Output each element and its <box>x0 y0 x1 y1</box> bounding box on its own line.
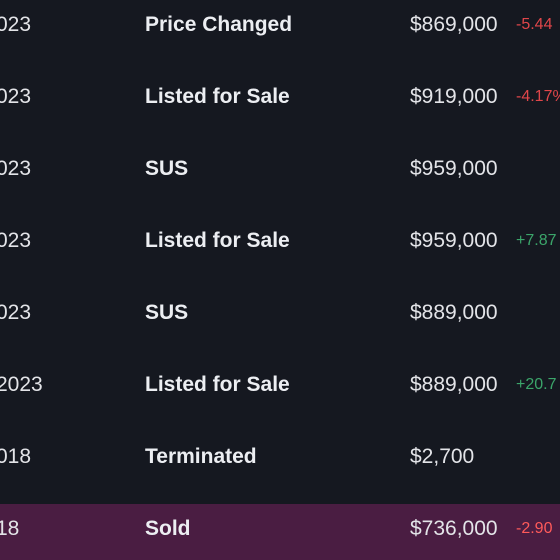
row-change: -4.17% <box>516 88 560 105</box>
row-price: $736,000 <box>410 517 498 540</box>
table-row: 2023 Listed for Sale $889,000 +20.7 <box>0 360 560 432</box>
table-row: 023 SUS $889,000 <box>0 288 560 360</box>
row-event: SUS <box>145 301 189 324</box>
row-price: $959,000 <box>410 229 498 252</box>
row-price: $889,000 <box>410 301 498 324</box>
row-date: 023 <box>0 157 32 180</box>
row-date: 023 <box>0 13 32 36</box>
table-row-highlighted: 18 Sold $736,000 -2.90 <box>0 504 560 560</box>
row-change: +20.7 <box>516 376 557 393</box>
row-date: 018 <box>0 445 32 468</box>
row-date: 023 <box>0 229 32 252</box>
row-date: 2023 <box>0 373 43 396</box>
row-event: SUS <box>145 157 189 180</box>
table-row: 023 SUS $959,000 <box>0 144 560 216</box>
row-change: -2.90 <box>516 520 553 537</box>
table-row: 023 Listed for Sale $919,000 -4.17% <box>0 72 560 144</box>
table-row: 023 Price Changed $869,000 -5.44 <box>0 0 560 72</box>
row-date: 18 <box>0 517 20 540</box>
row-event: Listed for Sale <box>145 229 290 252</box>
row-price: $889,000 <box>410 373 498 396</box>
row-change: -5.44 <box>516 16 553 33</box>
row-price: $869,000 <box>410 13 498 36</box>
row-date: 023 <box>0 85 32 108</box>
row-event: Listed for Sale <box>145 373 290 396</box>
row-event: Price Changed <box>145 13 293 36</box>
row-date: 023 <box>0 301 32 324</box>
table-row: 018 Terminated $2,700 <box>0 432 560 504</box>
row-change: +7.87 <box>516 232 557 249</box>
row-event: Sold <box>145 517 191 540</box>
row-event: Listed for Sale <box>145 85 290 108</box>
row-price: $959,000 <box>410 157 498 180</box>
row-event: Terminated <box>145 445 257 468</box>
row-price: $919,000 <box>410 85 498 108</box>
table-row: 023 Listed for Sale $959,000 +7.87 <box>0 216 560 288</box>
row-price: $2,700 <box>410 445 475 468</box>
